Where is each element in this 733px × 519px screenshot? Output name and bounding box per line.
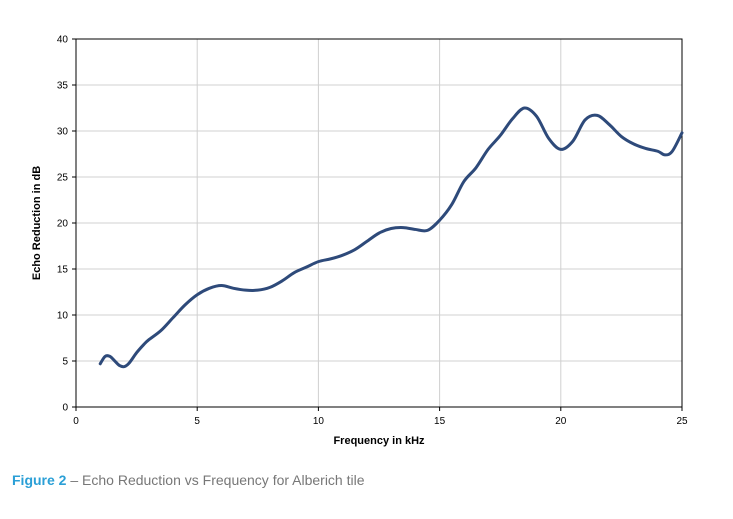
echo-reduction-chart: 0 5 10 15 20 25 30 35 40 0 5 10 15 20 25 Frequency in… xyxy=(31,35,688,448)
y-tick-label: 40 xyxy=(57,35,69,46)
x-tick-label: 0 xyxy=(73,416,79,427)
y-tick-label: 35 xyxy=(57,81,69,92)
figure-label: Figure 2 xyxy=(12,472,67,488)
figure-caption: Figure 2 – Echo Reduction vs Frequency f… xyxy=(12,472,365,488)
series-line xyxy=(98,106,684,369)
x-tick-label: 10 xyxy=(313,416,325,427)
x-tick-label: 20 xyxy=(555,416,567,427)
y-tick-label: 10 xyxy=(57,311,69,322)
y-tick-label: 30 xyxy=(57,127,69,138)
series-group xyxy=(98,106,684,369)
y-tick-label: 25 xyxy=(57,173,69,184)
x-tick-label: 5 xyxy=(194,416,200,427)
x-axis-ticks: 0 5 10 15 20 25 xyxy=(73,407,688,427)
y-axis-title: Echo Reduction in dB xyxy=(31,166,43,280)
y-tick-label: 5 xyxy=(62,357,68,368)
x-tick-label: 15 xyxy=(434,416,446,427)
y-axis-ticks: 0 5 10 15 20 25 30 35 40 xyxy=(57,35,76,414)
gridlines xyxy=(76,39,682,407)
x-axis-title: Frequency in kHz xyxy=(333,435,425,447)
y-tick-label: 0 xyxy=(62,403,68,414)
y-tick-label: 20 xyxy=(57,219,69,230)
y-tick-label: 15 xyxy=(57,265,69,276)
x-tick-label: 25 xyxy=(676,416,688,427)
figure-caption-text: – Echo Reduction vs Frequency for Alberi… xyxy=(66,472,365,488)
